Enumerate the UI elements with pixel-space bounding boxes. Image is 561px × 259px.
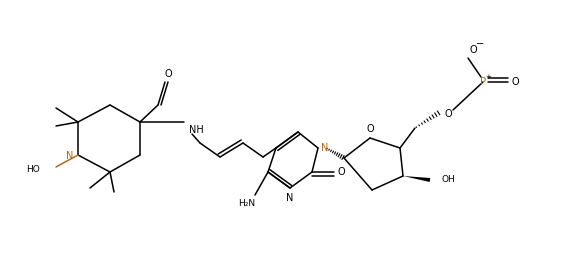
Text: O: O <box>444 109 452 119</box>
Text: H₂N: H₂N <box>238 199 256 208</box>
Text: HO: HO <box>26 166 40 175</box>
Polygon shape <box>403 176 430 182</box>
Text: OH: OH <box>441 176 455 184</box>
Text: O: O <box>511 77 519 87</box>
Text: O: O <box>337 167 345 177</box>
Text: N: N <box>321 143 329 153</box>
Text: N: N <box>286 193 294 203</box>
Text: P: P <box>480 77 486 87</box>
Text: −: − <box>476 39 484 49</box>
Text: O: O <box>366 124 374 134</box>
Text: +: + <box>485 74 491 80</box>
Text: N: N <box>66 151 73 161</box>
Text: O: O <box>469 45 477 55</box>
Text: NH: NH <box>188 125 204 135</box>
Text: O: O <box>164 69 172 79</box>
